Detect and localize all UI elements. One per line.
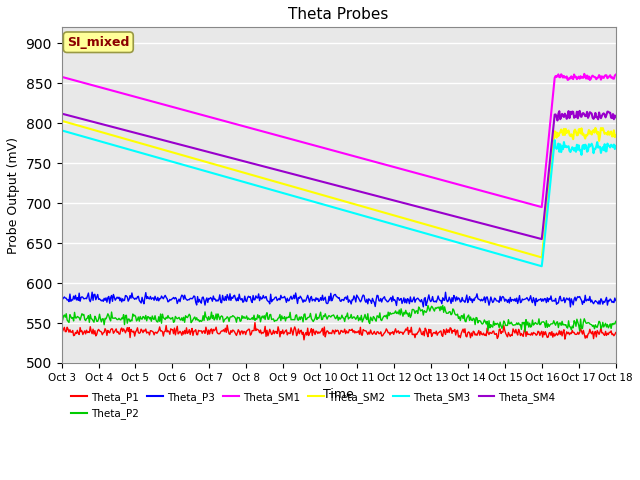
Theta_P2	[428, 303, 435, 309]
Theta_SM4	[428, 207, 435, 213]
Theta_P3	[309, 297, 317, 302]
Theta_SM4	[308, 176, 316, 182]
Theta_SM1	[156, 100, 163, 106]
Theta_SM3	[428, 232, 435, 238]
Theta_SM4	[156, 136, 163, 142]
Theta_P3	[201, 302, 209, 308]
Theta_P2	[521, 329, 529, 335]
Theta_SM2	[428, 223, 435, 229]
Theta_P2	[308, 317, 316, 323]
Theta_P3	[385, 297, 393, 303]
Theta_SM3	[538, 264, 545, 269]
Theta_SM3	[612, 143, 620, 149]
Theta_SM2	[385, 211, 392, 216]
Theta_P1	[200, 328, 208, 334]
Theta_P1	[386, 332, 394, 338]
Theta_SM2	[538, 254, 545, 260]
Theta_SM2	[200, 158, 208, 164]
Theta_SM1	[308, 142, 316, 148]
X-axis label: Time: Time	[323, 388, 354, 401]
Theta_SM4	[475, 220, 483, 226]
Theta_P1	[58, 327, 65, 333]
Theta_P3	[476, 297, 484, 302]
Theta_SM1	[385, 163, 392, 168]
Theta_P1	[477, 329, 484, 335]
Theta_SM2	[58, 118, 65, 124]
Theta_P3	[157, 296, 164, 301]
Theta_P1	[251, 320, 259, 325]
Theta_P1	[156, 324, 163, 330]
Theta_P2	[612, 318, 620, 324]
Theta_SM2	[475, 237, 483, 242]
Line: Theta_P2: Theta_P2	[61, 305, 616, 332]
Theta_SM4	[612, 114, 620, 120]
Theta_SM4	[538, 236, 545, 242]
Text: SI_mixed: SI_mixed	[67, 36, 129, 49]
Title: Theta Probes: Theta Probes	[289, 7, 389, 22]
Theta_SM4	[385, 196, 392, 202]
Theta_P1	[612, 330, 620, 336]
Theta_SM1	[428, 174, 435, 180]
Line: Theta_P3: Theta_P3	[61, 292, 616, 307]
Theta_SM3	[385, 220, 392, 226]
Theta_SM3	[308, 198, 316, 204]
Legend: Theta_P1, Theta_P2, Theta_P3, Theta_SM1, Theta_SM2, Theta_SM3, Theta_SM4: Theta_P1, Theta_P2, Theta_P3, Theta_SM1,…	[67, 388, 560, 423]
Theta_P1	[310, 329, 318, 335]
Theta_P2	[58, 313, 65, 319]
Theta_P1	[429, 330, 437, 336]
Theta_P3	[58, 295, 65, 301]
Theta_SM1	[200, 113, 208, 119]
Line: Theta_P1: Theta_P1	[61, 323, 616, 340]
Line: Theta_SM4: Theta_SM4	[61, 111, 616, 239]
Theta_SM3	[156, 155, 163, 161]
Theta_SM1	[58, 74, 65, 80]
Theta_P1	[300, 337, 308, 343]
Line: Theta_SM2: Theta_SM2	[61, 121, 616, 257]
Theta_P3	[429, 294, 436, 300]
Theta_SM3	[58, 128, 65, 133]
Theta_P2	[156, 318, 163, 324]
Theta_P3	[88, 289, 96, 295]
Theta_P3	[566, 304, 574, 310]
Theta_SM1	[475, 187, 483, 193]
Theta_SM2	[612, 132, 620, 138]
Theta_P2	[476, 318, 484, 324]
Theta_SM1	[580, 71, 588, 77]
Theta_SM2	[156, 146, 163, 152]
Theta_P3	[612, 298, 620, 303]
Line: Theta_SM1: Theta_SM1	[61, 74, 616, 207]
Theta_SM1	[612, 72, 620, 78]
Theta_P2	[200, 318, 208, 324]
Theta_SM3	[475, 246, 483, 252]
Theta_SM1	[538, 204, 545, 210]
Theta_SM4	[200, 148, 208, 154]
Theta_SM3	[200, 168, 208, 174]
Theta_P2	[385, 309, 392, 315]
Line: Theta_SM3: Theta_SM3	[61, 131, 616, 266]
Theta_P2	[439, 302, 447, 308]
Theta_SM4	[576, 108, 584, 114]
Y-axis label: Probe Output (mV): Probe Output (mV)	[7, 137, 20, 253]
Theta_SM4	[58, 111, 65, 117]
Theta_SM2	[308, 189, 316, 195]
